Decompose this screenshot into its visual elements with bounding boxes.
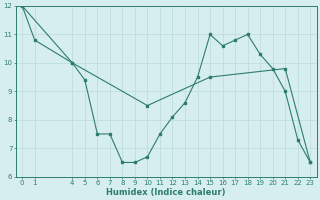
- X-axis label: Humidex (Indice chaleur): Humidex (Indice chaleur): [107, 188, 226, 197]
